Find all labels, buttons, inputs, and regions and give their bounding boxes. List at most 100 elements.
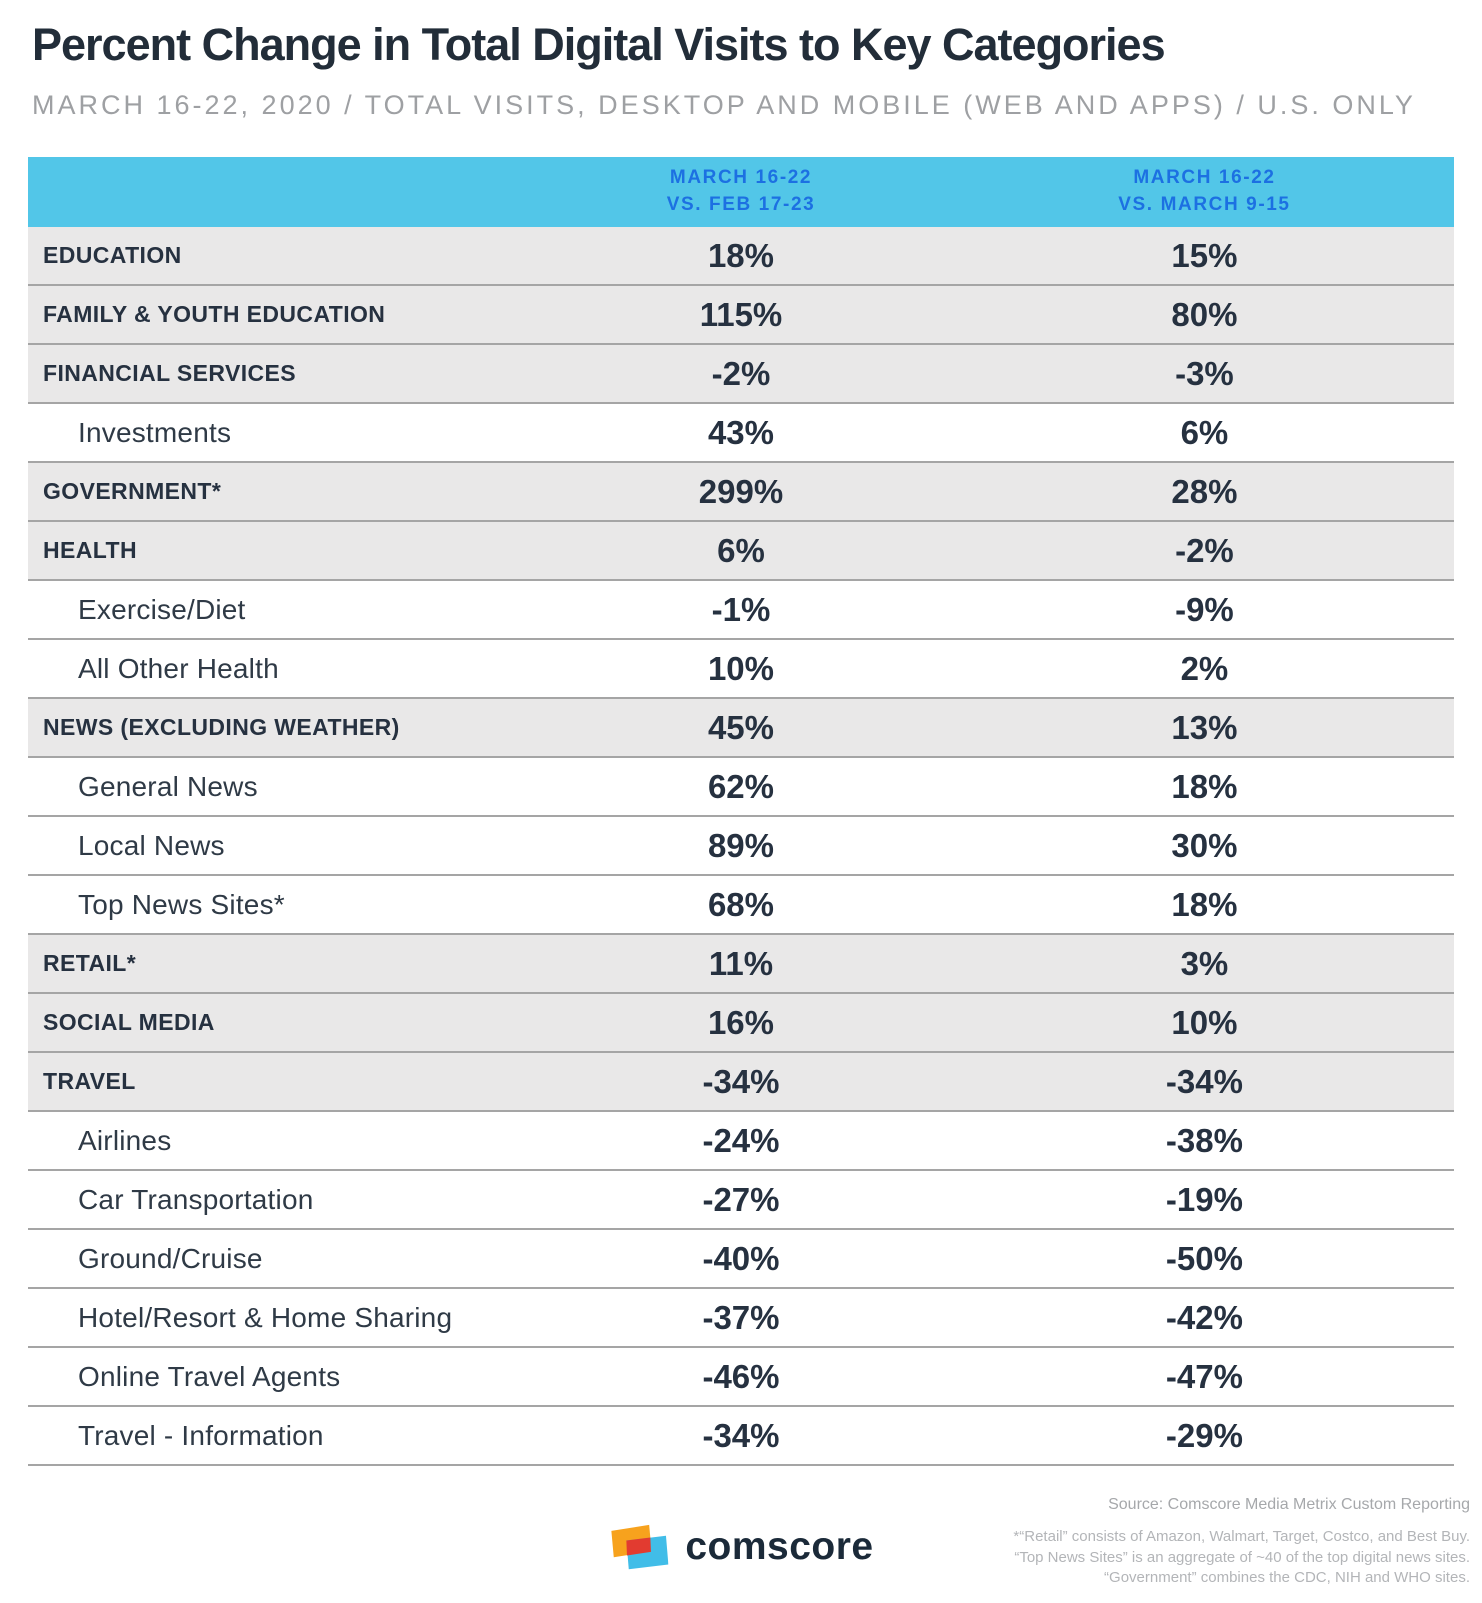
value-col1: 68%	[707, 885, 775, 923]
value-col1: 45%	[707, 708, 775, 746]
footnote-line: “Top News Sites” is an aggregate of ~40 …	[1014, 1548, 1470, 1566]
value-col1: 6%	[717, 531, 765, 569]
value-col2: 10%	[1171, 1003, 1238, 1041]
header-spacer	[28, 157, 527, 227]
value-col2: -50%	[1165, 1239, 1243, 1277]
footer: Source: Comscore Media Metrix Custom Rep…	[28, 1466, 1470, 1603]
value-col1: 43%	[707, 413, 775, 451]
value-col1: -46%	[702, 1357, 780, 1395]
value-col2: -2%	[1175, 531, 1234, 569]
value-col1: 299%	[698, 472, 784, 510]
category-label: FAMILY & YOUTH EDUCATION	[43, 301, 386, 327]
comscore-logo-icon	[611, 1524, 669, 1570]
subcategory-label: Hotel/Resort & Home Sharing	[78, 1301, 453, 1333]
table-header: MARCH 16-22 VS. FEB 17-23 MARCH 16-22 VS…	[28, 157, 1454, 227]
value-col2: 2%	[1180, 649, 1229, 687]
table-row: NEWS (EXCLUDING WEATHER) 45% 13%	[28, 699, 1454, 758]
category-label: EDUCATION	[43, 242, 182, 268]
table-body: EDUCATION 18% 15% FAMILY & YOUTH EDUCATI…	[28, 227, 1454, 1466]
column-header-1: MARCH 16-22 VS. FEB 17-23	[527, 157, 955, 227]
page-subtitle: MARCH 16-22, 2020 / TOTAL VISITS, DESKTO…	[32, 90, 1416, 120]
table-row: FINANCIAL SERVICES -2% -3%	[28, 345, 1454, 404]
value-col2: -19%	[1165, 1180, 1243, 1218]
value-col2: -29%	[1165, 1416, 1243, 1454]
category-label: TRAVEL	[43, 1068, 136, 1094]
column-header-2: MARCH 16-22 VS. MARCH 9-15	[955, 157, 1454, 227]
value-col1: -37%	[702, 1298, 780, 1336]
value-col1: -1%	[711, 590, 771, 628]
table-row: Local News 89% 30%	[28, 817, 1454, 876]
value-col2: -38%	[1165, 1121, 1243, 1159]
category-label: GOVERNMENT*	[43, 478, 222, 504]
table-row: Online Travel Agents -46% -47%	[28, 1348, 1454, 1407]
subcategory-label: Ground/Cruise	[78, 1242, 263, 1274]
value-col1: -2%	[711, 354, 771, 392]
value-col2: 15%	[1171, 236, 1238, 274]
table-row: FAMILY & YOUTH EDUCATION 115% 80%	[28, 286, 1454, 345]
value-col1: -34%	[702, 1416, 780, 1454]
table-row: Airlines -24% -38%	[28, 1112, 1454, 1171]
categories-table: MARCH 16-22 VS. FEB 17-23 MARCH 16-22 VS…	[28, 157, 1454, 1466]
subcategory-label: General News	[78, 770, 258, 802]
value-col2: 18%	[1171, 767, 1238, 805]
subcategory-label: Car Transportation	[78, 1183, 314, 1215]
value-col1: 89%	[707, 826, 775, 864]
table-row: RETAIL* 11% 3%	[28, 935, 1454, 994]
subcategory-label: Local News	[78, 829, 225, 861]
value-col1: -27%	[702, 1180, 780, 1218]
subcategory-label: Online Travel Agents	[78, 1360, 341, 1392]
value-col1: -40%	[702, 1239, 780, 1277]
table-row: SOCIAL MEDIA 16% 10%	[28, 994, 1454, 1053]
subcategory-label: Exercise/Diet	[78, 593, 246, 625]
table-row: Car Transportation -27% -19%	[28, 1171, 1454, 1230]
value-col2: 13%	[1171, 708, 1238, 746]
table-row: General News 62% 18%	[28, 758, 1454, 817]
category-label: FINANCIAL SERVICES	[43, 360, 297, 386]
table-row: Hotel/Resort & Home Sharing -37% -42%	[28, 1289, 1454, 1348]
subcategory-label: Airlines	[78, 1124, 172, 1156]
footnotes: *“Retail” consists of Amazon, Walmart, T…	[1013, 1527, 1470, 1589]
value-col2: -3%	[1175, 354, 1234, 392]
value-col1: 10%	[707, 649, 775, 687]
table-row: GOVERNMENT* 299% 28%	[28, 463, 1454, 522]
value-col1: 11%	[708, 944, 774, 982]
column-header-2-line2: VS. MARCH 9-15	[1118, 194, 1291, 215]
footnote-line: *“Retail” consists of Amazon, Walmart, T…	[1013, 1528, 1470, 1545]
value-col1: 115%	[699, 295, 783, 333]
subcategory-label: All Other Health	[78, 652, 279, 684]
subcategory-label: Top News Sites*	[78, 888, 285, 920]
comscore-logo: comscore	[608, 1522, 873, 1571]
page-title: Percent Change in Total Digital Visits t…	[32, 19, 1166, 70]
value-col2: -9%	[1175, 590, 1234, 628]
table-row: EDUCATION 18% 15%	[28, 227, 1454, 286]
value-col2: -47%	[1165, 1357, 1243, 1395]
value-col2: 3%	[1180, 944, 1229, 982]
table-row: Ground/Cruise -40% -50%	[28, 1230, 1454, 1289]
source-notes: Source: Comscore Media Metrix Custom Rep…	[1013, 1496, 1470, 1589]
value-col1: -34%	[702, 1062, 780, 1100]
value-col1: 16%	[707, 1003, 775, 1041]
category-label: RETAIL*	[43, 950, 137, 976]
value-col2: 6%	[1180, 413, 1229, 451]
subcategory-label: Investments	[78, 416, 232, 448]
category-label: NEWS (EXCLUDING WEATHER)	[43, 714, 400, 740]
table-row: HEALTH 6% -2%	[28, 522, 1454, 581]
source-line: Source: Comscore Media Metrix Custom Rep…	[1108, 1496, 1470, 1513]
table-row: Exercise/Diet -1% -9%	[28, 581, 1454, 640]
table-row: Top News Sites* 68% 18%	[28, 876, 1454, 935]
value-col1: 62%	[707, 767, 775, 805]
footnote-line: “Government” combines the CDC, NIH and W…	[1104, 1569, 1470, 1587]
table-row: TRAVEL -34% -34%	[28, 1053, 1454, 1112]
value-col1: 18%	[707, 236, 775, 274]
value-col1: -24%	[702, 1121, 780, 1159]
subcategory-label: Travel - Information	[78, 1419, 324, 1451]
table-row: Investments 43% 6%	[28, 404, 1454, 463]
category-label: HEALTH	[43, 537, 137, 563]
table-row: All Other Health 10% 2%	[28, 640, 1454, 699]
table-row: Travel - Information -34% -29%	[28, 1407, 1454, 1466]
value-col2: 30%	[1171, 826, 1238, 864]
column-header-2-line1: MARCH 16-22	[1133, 167, 1276, 189]
comscore-logo-text: comscore	[685, 1524, 874, 1568]
value-col2: -42%	[1165, 1298, 1243, 1336]
